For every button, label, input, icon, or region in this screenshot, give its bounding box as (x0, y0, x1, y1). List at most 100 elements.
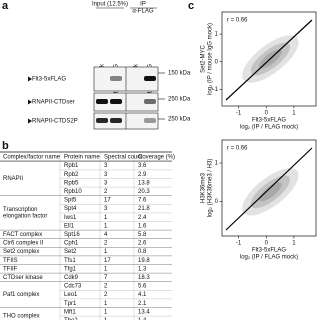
r-value: r = 0.66 (227, 18, 248, 24)
table-cell: Tfg1 (64, 266, 77, 272)
x-tick-label: -1 (236, 111, 242, 117)
table-cell: 20.3 (138, 189, 150, 195)
y-axis-label: log₂ (IP / mouse IgG mock) (208, 23, 214, 95)
column-header: Spectral count (104, 155, 143, 161)
ip-header: IP (140, 2, 146, 8)
table-cell: Cph1 (64, 241, 79, 247)
fit-line (225, 19, 313, 101)
table-cell: 1.6 (138, 223, 147, 229)
x-tick-label: 0 (265, 241, 269, 247)
table-cell: 2.1 (138, 301, 147, 307)
table-cell: 13.4 (138, 309, 150, 315)
table-cell: 2 (104, 189, 108, 195)
table-cell: 2.4 (138, 215, 147, 221)
table-cell: 17 (104, 258, 111, 264)
table-cell: 1 (104, 318, 108, 320)
panel-label: a (2, 0, 9, 12)
fit-line (225, 147, 313, 231)
table-cell: Tpr1 (64, 301, 77, 307)
pointer (28, 76, 32, 82)
band (96, 99, 108, 104)
group-name: THO complex (3, 314, 40, 320)
table-cell: Tfs1 (64, 258, 76, 264)
table-cell: 3 (104, 163, 108, 169)
table-cell: 7.6 (138, 198, 147, 204)
group-name: RNAPII (3, 176, 23, 182)
table-cell: 2 (104, 292, 108, 298)
band (144, 118, 156, 123)
group-name: Set2 complex (3, 249, 39, 255)
table-cell: Rpb2 (64, 172, 79, 178)
blot-label: RNAPII-CTDS2P (32, 119, 78, 125)
table-cell: 18.3 (138, 275, 150, 281)
table-cell: 0.8 (138, 249, 147, 255)
plot-frame (221, 11, 317, 107)
pointer (28, 99, 32, 105)
table-cell: 3 (104, 180, 108, 186)
group-name: elongation factor (3, 214, 47, 220)
group-name: FACT complex (3, 232, 42, 238)
table-cell: 5.6 (138, 284, 147, 290)
table-cell: 5.8 (138, 232, 147, 238)
input-header: Input (12.5%) (92, 2, 128, 8)
table-cell: 1.3 (138, 266, 147, 272)
x-tick-label: 1 (292, 111, 296, 117)
table-cell: Set2 (64, 249, 77, 255)
group-name: Ctr6 complex II (3, 241, 44, 247)
group-name: Transcription (3, 207, 37, 213)
point-cloud (242, 168, 299, 216)
table-cell: 2.6 (138, 241, 147, 247)
marker-label: 150 kDa (168, 71, 191, 77)
x-tick-label: -1 (236, 241, 242, 247)
band (96, 118, 108, 123)
plot-frame (221, 139, 317, 237)
y-tick-label: 0 (215, 59, 219, 65)
table-cell: Cdc73 (64, 284, 82, 290)
table-cell: 13.8 (138, 180, 150, 186)
ip-subheader: α-FLAG (132, 9, 153, 15)
band (110, 118, 122, 123)
panel-label: b (2, 140, 9, 152)
x-axis-name: Flt3-5xFLAG (252, 248, 286, 254)
blot-label: RNAPII-CTDser (32, 100, 75, 106)
y-tick-label: 1 (215, 32, 219, 38)
table-cell: 1 (104, 309, 108, 315)
table-cell: 21.8 (138, 206, 150, 212)
table-cell: Rpb5 (64, 180, 79, 186)
panel-label: c (188, 0, 194, 12)
marker-label: 250 kDa (168, 97, 191, 103)
table-cell: Ell1 (64, 223, 75, 229)
table-cell: 1 (104, 215, 108, 221)
table-cell: 2 (104, 284, 108, 290)
y-axis-name: H3K36me3 (201, 172, 207, 203)
y-tick-label: 0 (215, 199, 219, 205)
marker-label: 250 kDa (168, 117, 191, 123)
x-axis-name: Flt3-5xFLAG (252, 118, 286, 124)
column-header: Protein name (64, 155, 100, 161)
table-cell: 1 (104, 266, 108, 272)
x-tick-label: 1 (292, 241, 296, 247)
table-cell: Rpb10 (64, 189, 82, 195)
table-cell: Iws1 (64, 215, 77, 221)
table-cell: Cdk9 (64, 275, 79, 281)
pointer (28, 118, 32, 124)
table-cell: Tho2 (64, 318, 78, 320)
table-cell: 7 (104, 275, 108, 281)
column-header: Coverage (%) (138, 155, 175, 161)
table-cell: 3 (104, 206, 108, 212)
table-cell: Spt5 (64, 198, 77, 204)
y-tick-label: -1 (213, 87, 219, 93)
table-cell: Leo1 (64, 292, 78, 298)
y-tick-label: 1 (215, 161, 219, 167)
group-name: Paf1 complex (3, 292, 39, 298)
x-axis-label: log₂ (IP / FLAG mock) (240, 255, 298, 261)
band (144, 76, 156, 81)
point-cloud (258, 182, 282, 202)
table-cell: 3.6 (138, 163, 147, 169)
point-cloud (250, 175, 291, 209)
band (110, 99, 122, 104)
group-name: TFIIS (3, 258, 18, 264)
table-cell: 1 (104, 223, 108, 229)
table-cell: Mft1 (64, 309, 76, 315)
